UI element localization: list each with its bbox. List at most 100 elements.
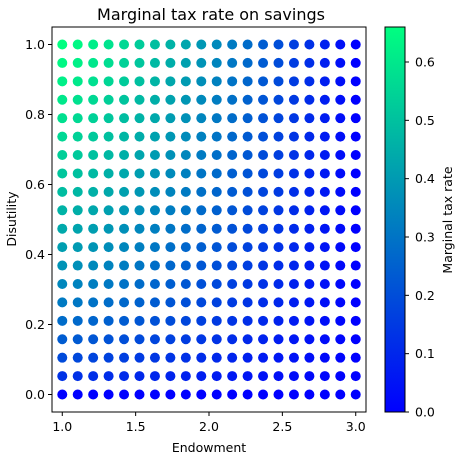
colorbar bbox=[384, 26, 406, 413]
data-point bbox=[149, 76, 160, 87]
data-point bbox=[304, 205, 315, 216]
data-point bbox=[88, 223, 99, 234]
data-point bbox=[211, 334, 222, 345]
data-point bbox=[211, 113, 222, 124]
data-point bbox=[350, 242, 361, 253]
data-point bbox=[88, 315, 99, 326]
data-point bbox=[165, 150, 176, 161]
data-point bbox=[72, 94, 83, 105]
data-point bbox=[288, 223, 299, 234]
data-point bbox=[57, 205, 68, 216]
data-point bbox=[149, 131, 160, 142]
data-point bbox=[165, 168, 176, 179]
data-point bbox=[335, 260, 346, 271]
data-point bbox=[288, 278, 299, 289]
data-point bbox=[119, 186, 130, 197]
data-point bbox=[196, 168, 207, 179]
data-point bbox=[180, 168, 191, 179]
data-point bbox=[196, 223, 207, 234]
data-point bbox=[211, 150, 222, 161]
data-point bbox=[88, 131, 99, 142]
data-point bbox=[242, 131, 253, 142]
data-point bbox=[258, 39, 269, 50]
data-point bbox=[57, 39, 68, 50]
data-point bbox=[335, 223, 346, 234]
x-axis: 1.0 1.5 2.0 2.5 3.0 bbox=[52, 412, 366, 434]
data-point bbox=[57, 223, 68, 234]
data-point bbox=[119, 39, 130, 50]
data-point bbox=[273, 57, 284, 68]
data-point bbox=[319, 260, 330, 271]
data-point bbox=[180, 371, 191, 382]
data-point bbox=[288, 371, 299, 382]
data-point bbox=[319, 315, 330, 326]
data-point bbox=[196, 186, 207, 197]
data-point bbox=[119, 352, 130, 363]
data-point bbox=[288, 315, 299, 326]
data-point bbox=[165, 242, 176, 253]
data-point bbox=[72, 223, 83, 234]
data-point bbox=[258, 57, 269, 68]
data-point bbox=[211, 223, 222, 234]
data-point bbox=[103, 389, 114, 400]
data-point bbox=[72, 371, 83, 382]
data-point bbox=[180, 352, 191, 363]
data-point bbox=[319, 94, 330, 105]
data-point bbox=[196, 297, 207, 308]
data-point bbox=[350, 131, 361, 142]
data-point bbox=[304, 57, 315, 68]
data-point bbox=[57, 186, 68, 197]
data-point bbox=[196, 334, 207, 345]
data-point bbox=[88, 57, 99, 68]
data-point bbox=[227, 297, 238, 308]
data-point bbox=[149, 168, 160, 179]
data-point bbox=[103, 297, 114, 308]
data-point bbox=[242, 113, 253, 124]
data-point bbox=[119, 278, 130, 289]
data-point bbox=[88, 168, 99, 179]
data-point bbox=[242, 205, 253, 216]
data-point bbox=[103, 168, 114, 179]
data-point bbox=[350, 57, 361, 68]
data-point bbox=[57, 389, 68, 400]
data-point bbox=[134, 205, 145, 216]
data-point bbox=[72, 39, 83, 50]
data-point bbox=[335, 94, 346, 105]
data-point bbox=[149, 260, 160, 271]
data-point bbox=[273, 113, 284, 124]
data-point bbox=[119, 131, 130, 142]
data-point bbox=[165, 205, 176, 216]
data-point bbox=[134, 278, 145, 289]
data-point bbox=[319, 39, 330, 50]
data-point bbox=[304, 352, 315, 363]
data-point bbox=[304, 150, 315, 161]
data-point bbox=[103, 278, 114, 289]
data-point bbox=[258, 94, 269, 105]
data-point bbox=[335, 278, 346, 289]
data-point bbox=[273, 223, 284, 234]
data-point bbox=[242, 39, 253, 50]
data-point bbox=[350, 352, 361, 363]
data-point bbox=[165, 260, 176, 271]
colorbar-axis: 0.0 0.1 0.2 0.3 0.4 0.5 0.6 bbox=[405, 55, 435, 420]
data-point bbox=[72, 131, 83, 142]
data-point bbox=[149, 150, 160, 161]
data-point bbox=[242, 371, 253, 382]
data-point bbox=[227, 168, 238, 179]
data-point bbox=[273, 168, 284, 179]
y-axis-label: Disutility bbox=[4, 191, 19, 247]
data-point bbox=[258, 334, 269, 345]
y-tick-label: 0.6 bbox=[25, 177, 45, 192]
data-point bbox=[196, 131, 207, 142]
data-point bbox=[273, 371, 284, 382]
data-point bbox=[165, 278, 176, 289]
data-point bbox=[103, 334, 114, 345]
data-point bbox=[72, 260, 83, 271]
data-point bbox=[103, 150, 114, 161]
data-point bbox=[350, 278, 361, 289]
x-tick-label: 2.5 bbox=[272, 419, 292, 434]
data-point bbox=[134, 297, 145, 308]
data-point bbox=[335, 39, 346, 50]
data-point bbox=[211, 352, 222, 363]
